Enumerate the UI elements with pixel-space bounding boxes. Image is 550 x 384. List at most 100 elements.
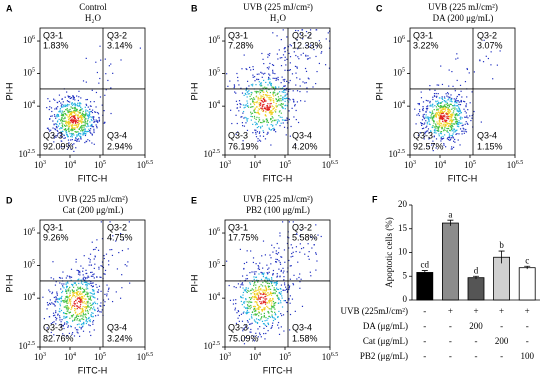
event-dot [252, 84, 253, 85]
event-dot [101, 311, 102, 312]
tick-exp: 6.5 [516, 160, 524, 166]
event-dot [246, 69, 247, 70]
event-dot [95, 121, 96, 122]
event-dot [125, 264, 126, 265]
event-dot [83, 122, 84, 123]
event-dot [272, 306, 273, 307]
event-dot [444, 100, 445, 101]
event-dot [245, 117, 246, 118]
x-tick-label: 103 [219, 352, 231, 362]
event-dot [112, 255, 113, 256]
event-dot [310, 275, 311, 276]
event-dot [279, 235, 280, 236]
event-dot [77, 329, 78, 330]
event-dot [285, 108, 286, 109]
event-dot [86, 319, 87, 320]
event-dot [270, 100, 271, 101]
event-dot [245, 289, 246, 290]
event-dot [435, 101, 436, 102]
event-dot [77, 318, 78, 319]
event-dot [274, 302, 275, 303]
y-tick-label: 104 [23, 292, 35, 302]
event-dot [272, 114, 273, 115]
event-dot [454, 139, 455, 140]
event-dot [93, 118, 94, 119]
event-dot [261, 109, 262, 110]
event-dot [279, 91, 280, 92]
event-dot [79, 141, 80, 142]
quadrant-name: Q3-3 [413, 130, 433, 140]
event-dot [474, 71, 475, 72]
event-dot [277, 77, 278, 78]
event-dot [261, 84, 262, 85]
event-dot [106, 254, 107, 255]
y-tick-label: 20 [398, 199, 408, 209]
event-dot [284, 120, 285, 121]
x-axis-label: FITC-H [78, 173, 108, 183]
event-dot [91, 142, 92, 143]
event-dot [58, 126, 59, 127]
panel-letter: E [191, 195, 197, 205]
quadrant-name: Q3-2 [107, 30, 127, 40]
event-dot [422, 109, 423, 110]
event-dot [282, 221, 283, 222]
event-dot [250, 99, 251, 100]
event-dot [438, 109, 439, 110]
event-dot [453, 119, 454, 120]
event-dot [434, 126, 435, 127]
event-dot [68, 123, 69, 124]
y-axis-label: PI-H [374, 83, 384, 101]
event-dot [245, 107, 246, 108]
event-dot [71, 120, 72, 121]
event-dot [458, 107, 459, 108]
event-dot [254, 291, 255, 292]
bar [417, 272, 433, 300]
event-dot [100, 60, 101, 61]
event-dot [279, 49, 280, 50]
event-dot [446, 95, 447, 96]
event-dot [86, 294, 87, 295]
event-dot [250, 103, 251, 104]
event-dot [285, 287, 286, 288]
event-dot [266, 118, 267, 119]
event-dot [74, 107, 75, 108]
event-dot [256, 106, 257, 107]
event-dot [104, 305, 105, 306]
event-dot [252, 99, 253, 100]
significance-label: d [474, 265, 479, 275]
event-dot [257, 304, 258, 305]
event-dot [67, 95, 68, 96]
event-dot [258, 287, 259, 288]
event-dot [256, 117, 257, 118]
event-dot [82, 131, 83, 132]
event-dot [258, 266, 259, 267]
event-dot [448, 116, 449, 117]
event-dot [237, 104, 238, 105]
event-dot [72, 95, 73, 96]
event-dot [286, 59, 287, 60]
event-dot [226, 73, 227, 74]
event-dot [457, 123, 458, 124]
event-dot [451, 122, 452, 123]
event-dot [255, 108, 256, 109]
y-tick-label: 106 [208, 35, 220, 45]
event-dot [68, 116, 69, 117]
event-dot [249, 297, 250, 298]
event-dot [67, 327, 68, 328]
event-dot [271, 293, 272, 294]
event-dot [61, 292, 62, 293]
event-dot [275, 293, 276, 294]
event-dot [296, 251, 297, 252]
event-dot [59, 95, 60, 96]
event-dot [242, 93, 243, 94]
event-dot [280, 57, 281, 58]
event-dot [252, 113, 253, 114]
event-dot [84, 277, 85, 278]
event-dot [252, 292, 253, 293]
event-dot [295, 311, 296, 312]
event-dot [427, 122, 428, 123]
event-dot [268, 95, 269, 96]
event-dot [90, 319, 91, 320]
significance-label: cd [421, 260, 430, 270]
event-dot [245, 94, 246, 95]
